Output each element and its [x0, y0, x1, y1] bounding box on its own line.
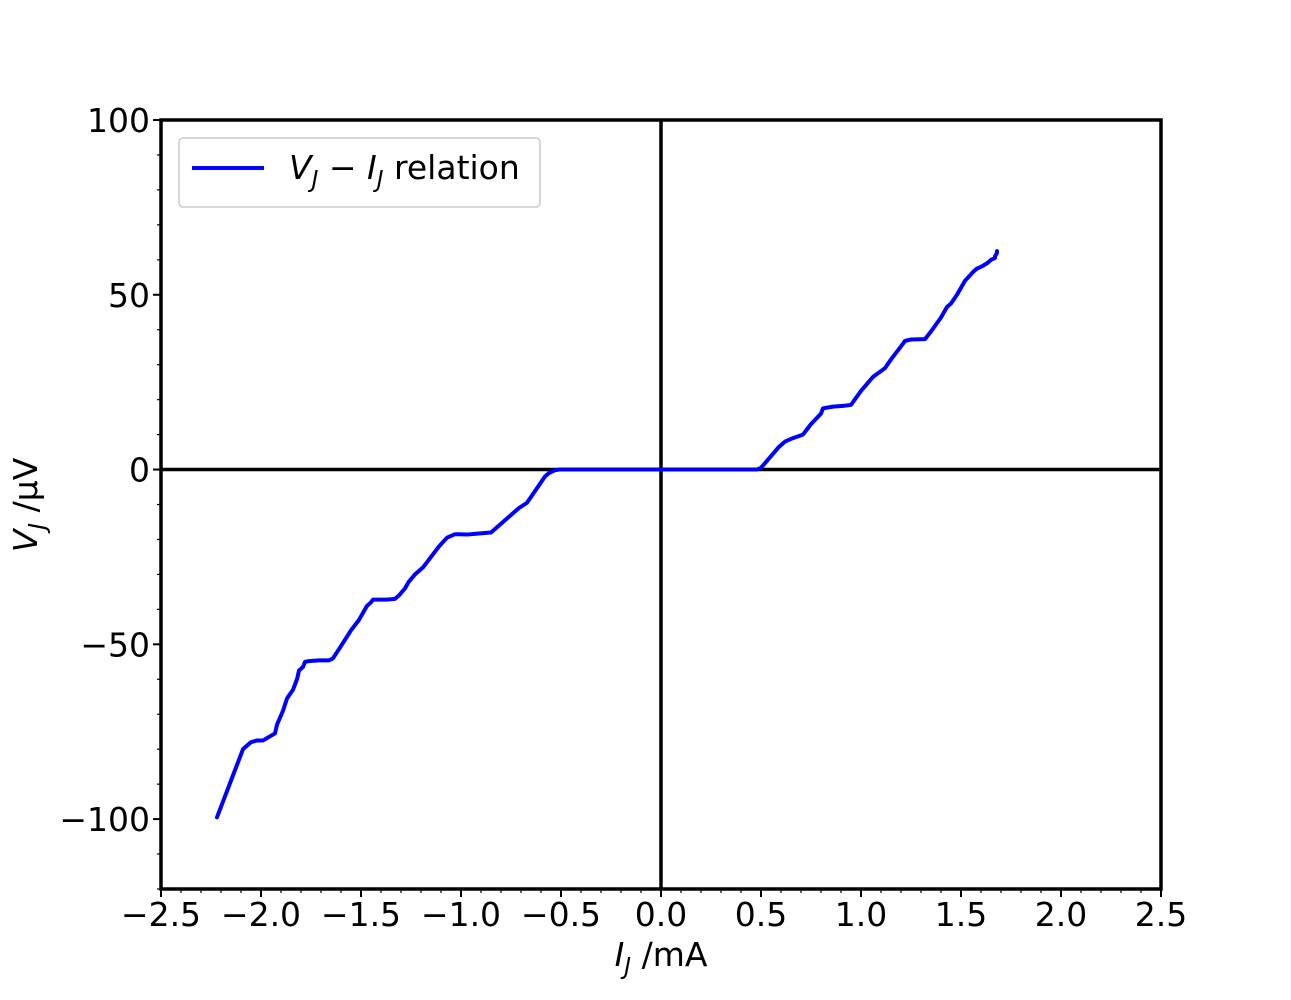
x-axis-title: IJ /mA [615, 935, 708, 980]
x-tick-label: −0.5 [521, 895, 601, 934]
y-tick-label: 0 [129, 451, 150, 490]
x-tick-label: 1.0 [835, 895, 887, 934]
x-tick-label: −2.0 [221, 895, 301, 934]
x-tick-label: −1.5 [321, 895, 401, 934]
legend-label-part: J [308, 167, 319, 193]
axis-variable: I [615, 935, 625, 974]
legend-label-part: J [373, 167, 384, 193]
axis-unit: /mA [631, 935, 708, 974]
axis-unit: /μV [6, 457, 45, 523]
legend: VJ − IJ relation [178, 137, 541, 208]
x-tick-label: 0.0 [635, 895, 687, 934]
x-tick-label: −1.0 [421, 895, 501, 934]
y-tick-label: 50 [108, 276, 150, 315]
x-tick-label: 0.5 [735, 895, 787, 934]
legend-label: VJ − IJ relation [289, 148, 520, 193]
x-tick-label: 2.5 [1135, 895, 1187, 934]
x-tick-label: 1.5 [935, 895, 987, 934]
y-tick-label: −50 [80, 625, 150, 664]
axis-variable: V [6, 527, 45, 552]
legend-label-part: I [367, 148, 377, 187]
legend-label-part: relation [384, 148, 520, 187]
axis-subscript: J [620, 954, 631, 980]
x-tick-label: 2.0 [1035, 895, 1087, 934]
plot-area [153, 118, 1163, 897]
legend-frame [178, 137, 541, 208]
legend-entries: VJ − IJ relation [192, 148, 520, 193]
y-axis-title: VJ /μV [6, 457, 51, 552]
axes-frame [159, 118, 1163, 891]
axis-subscript: J [25, 523, 51, 534]
y-tick-label: −100 [59, 800, 150, 839]
y-tick-labels: −100 −50 0 50 100 [59, 101, 150, 839]
y-tick-label: 100 [87, 101, 150, 140]
series-line [215, 249, 999, 820]
legend-label-part: − [318, 148, 367, 187]
series-layer [215, 249, 999, 820]
legend-label-part: V [289, 148, 314, 187]
x-tick-label: −2.5 [121, 895, 201, 934]
x-tick-labels: −2.5 −2.0 −1.5 −1.0 −0.5 0.0 0.5 1.0 1.5 2.0 2.5 [121, 895, 1187, 934]
